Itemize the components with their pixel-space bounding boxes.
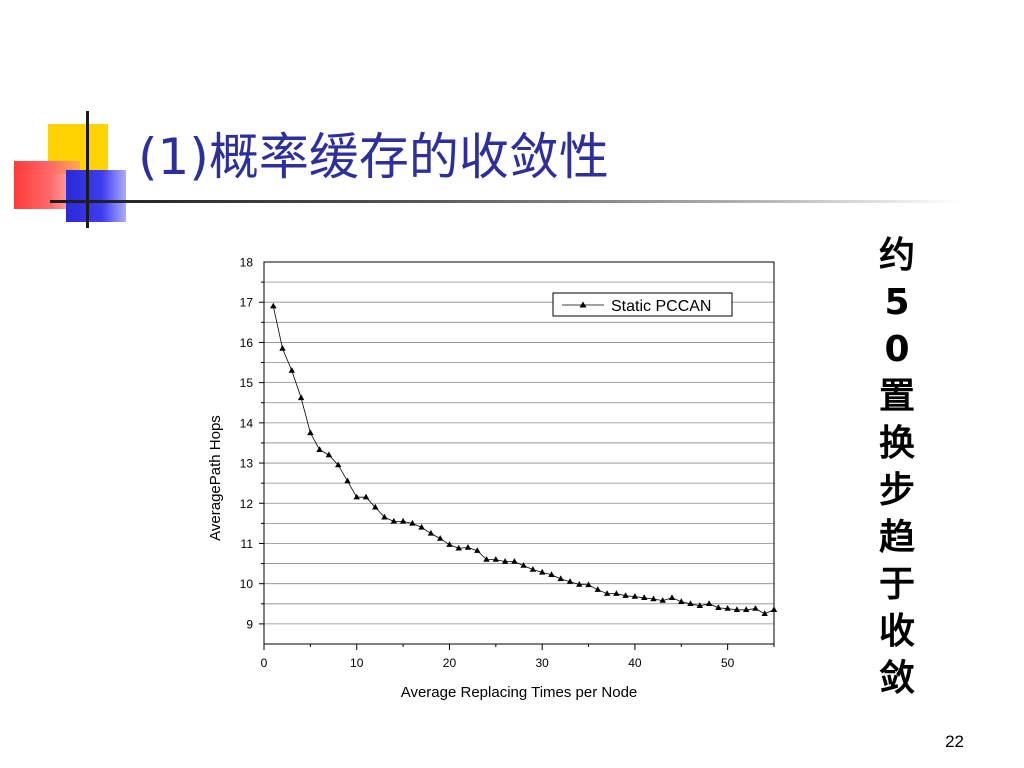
x-tick-label: 40 bbox=[628, 656, 642, 670]
y-tick-label: 18 bbox=[240, 256, 254, 270]
y-tick-label: 12 bbox=[240, 497, 254, 511]
y-tick-label: 9 bbox=[246, 617, 253, 631]
data-point bbox=[724, 605, 731, 611]
data-point bbox=[279, 345, 286, 351]
data-point bbox=[427, 529, 435, 536]
data-point bbox=[307, 429, 314, 436]
data-point bbox=[362, 493, 370, 500]
data-point bbox=[483, 556, 490, 562]
grid-lines bbox=[264, 281, 774, 625]
data-point bbox=[678, 598, 685, 604]
data-point bbox=[752, 605, 759, 611]
data-point bbox=[594, 586, 601, 592]
data-point bbox=[316, 446, 323, 452]
data-point bbox=[325, 451, 333, 458]
data-point bbox=[770, 606, 778, 612]
decor-blue-square bbox=[66, 170, 126, 222]
data-point bbox=[372, 503, 379, 510]
y-tick-label: 14 bbox=[240, 416, 254, 430]
data-point bbox=[446, 541, 453, 547]
data-point bbox=[650, 595, 657, 602]
data-point bbox=[335, 461, 342, 468]
data-point bbox=[464, 544, 472, 550]
data-point bbox=[539, 568, 546, 575]
data-point bbox=[705, 600, 713, 606]
data-point bbox=[696, 602, 703, 608]
y-tick-label: 11 bbox=[241, 537, 254, 551]
data-point bbox=[743, 606, 750, 612]
data-point bbox=[585, 581, 592, 588]
data-point bbox=[603, 590, 611, 596]
data-point bbox=[270, 302, 277, 309]
plot-frame bbox=[263, 261, 775, 645]
legend-box bbox=[552, 292, 733, 317]
x-tick-label: 30 bbox=[536, 656, 550, 670]
data-point bbox=[631, 593, 639, 599]
y-tick-label: 13 bbox=[240, 457, 254, 471]
data-point bbox=[641, 594, 648, 600]
data-point bbox=[455, 544, 462, 551]
y-tick-label: 10 bbox=[240, 577, 254, 591]
axes: 9 10 11 12 13 14 15 16 17 18 0 10 20 30 40 50 bbox=[240, 256, 775, 670]
page-number: 22 bbox=[945, 732, 964, 751]
data-point bbox=[613, 590, 620, 596]
data-point bbox=[390, 517, 397, 524]
data-point bbox=[474, 547, 481, 553]
data-point bbox=[418, 523, 425, 530]
data-point bbox=[353, 493, 360, 500]
data-point bbox=[399, 517, 407, 524]
legend-label: Static PCCAN bbox=[611, 298, 711, 315]
data-point bbox=[529, 566, 537, 572]
data-point bbox=[409, 519, 416, 526]
y-tick-label: 17 bbox=[240, 296, 254, 310]
side-note: 约50置换步趋于收敛 bbox=[878, 235, 915, 699]
y-axis-label: AveragePath Hops bbox=[207, 415, 224, 541]
data-point bbox=[548, 571, 555, 577]
chart-legend: Static PCCAN bbox=[552, 292, 733, 317]
series-static-pccan bbox=[270, 302, 778, 616]
x-tick-label: 0 bbox=[261, 656, 268, 670]
data-point bbox=[761, 610, 768, 616]
decor-horizontal-rule bbox=[50, 200, 960, 203]
y-tick-label: 15 bbox=[240, 376, 254, 390]
data-point bbox=[297, 394, 305, 401]
data-point bbox=[344, 477, 351, 484]
data-point bbox=[437, 535, 444, 541]
data-point bbox=[622, 592, 629, 598]
data-point bbox=[557, 575, 564, 582]
x-tick-label: 50 bbox=[721, 656, 735, 670]
x-tick-label: 20 bbox=[443, 656, 457, 670]
data-point bbox=[687, 600, 694, 606]
data-point bbox=[715, 604, 722, 610]
slide-title: (1)概率缓存的收敛性 bbox=[138, 128, 609, 186]
data-point bbox=[659, 597, 666, 603]
data-point bbox=[733, 606, 741, 612]
data-point bbox=[511, 558, 518, 564]
data-point bbox=[566, 578, 574, 584]
data-point bbox=[501, 558, 509, 564]
legend-triangle-marker bbox=[579, 301, 587, 308]
data-point bbox=[492, 556, 499, 562]
x-axis-label: Average Replacing Times per Node bbox=[401, 684, 638, 701]
data-point bbox=[381, 513, 388, 520]
y-tick-label: 16 bbox=[240, 336, 254, 350]
data-point bbox=[668, 594, 676, 600]
data-point bbox=[520, 562, 527, 568]
data-point bbox=[576, 581, 583, 587]
data-point bbox=[288, 367, 295, 373]
x-tick-label: 10 bbox=[350, 656, 364, 670]
decor-vertical-line bbox=[86, 111, 89, 228]
